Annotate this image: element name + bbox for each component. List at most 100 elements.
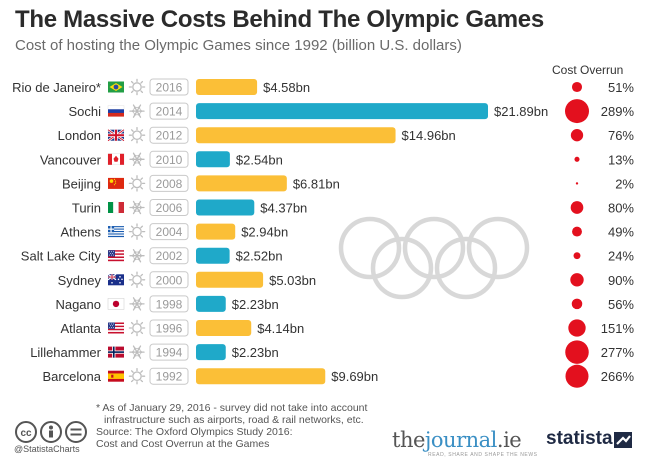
year-label: 1998: [156, 297, 183, 311]
year-label: 2012: [156, 129, 183, 143]
winter-snowflake-icon: [129, 152, 145, 167]
city-label: Vancouver: [40, 152, 102, 167]
brazil-flag: [108, 81, 124, 93]
year-label: 2016: [156, 81, 183, 95]
city-label: Sochi: [68, 104, 101, 119]
winter-snowflake-icon: [129, 297, 145, 311]
chart-row: Turin 2006 $4.37bn 80%: [72, 199, 634, 216]
winter-snowflake-icon: [129, 345, 145, 359]
year-label: 2006: [156, 201, 183, 215]
value-label: $2.54bn: [236, 152, 283, 167]
china-flag: [108, 177, 124, 189]
city-label: Athens: [61, 225, 102, 240]
cost-bar: [196, 127, 396, 144]
overrun-bubble: [570, 273, 584, 287]
japan-flag: [107, 298, 125, 310]
italy-flag: [108, 201, 124, 214]
value-label: $6.81bn: [293, 176, 340, 191]
usa-flag: [108, 322, 124, 334]
journal-ie: .ie: [496, 428, 522, 452]
year-badge: [149, 295, 189, 313]
chart-row: London 2012 $14.96bn 76%: [58, 126, 634, 144]
year-label: 2000: [156, 273, 183, 287]
year-label: 2002: [156, 249, 183, 263]
chart-subtitle: Cost of hosting the Olympic Games since …: [15, 37, 462, 54]
overrun-label: 51%: [608, 80, 634, 95]
city-label: Beijing: [62, 176, 101, 191]
chart-rows: Rio de Janeiro* 2016 $4.58bn 51% Sochi 2014 $2…: [12, 78, 635, 388]
chart-row: Nagano 1998 $2.23bn 56%: [55, 295, 634, 313]
year-badge: [149, 223, 189, 241]
cost-bar: [196, 79, 258, 95]
uk-flag: [107, 128, 125, 142]
overrun-label: 266%: [601, 369, 635, 384]
journal-name: journal: [424, 428, 497, 452]
year-label: 1994: [156, 346, 183, 360]
year-badge: [149, 126, 189, 144]
overrun-bubble: [570, 129, 584, 142]
winter-snowflake-icon: [129, 104, 145, 118]
greece-flag: [108, 226, 124, 238]
cost-bar: [196, 151, 230, 168]
summer-sun-icon: [128, 271, 146, 289]
value-label: $9.69bn: [331, 369, 378, 384]
cost-bar: [196, 199, 255, 216]
olympic-ring-5: [434, 236, 498, 300]
overrun-label: 24%: [608, 249, 634, 264]
summer-sun-icon: [128, 223, 146, 240]
olympic-ring-1: [338, 216, 402, 280]
cost-bar: [196, 344, 226, 361]
value-label: $5.03bn: [269, 273, 316, 288]
city-label: Turin: [72, 201, 101, 216]
overrun-label: 90%: [608, 273, 634, 288]
year-label: 2010: [156, 153, 183, 167]
chart-row: Lillehammer 1994 $2.23bn 277%: [30, 340, 634, 364]
no-derivatives-icon: [65, 421, 87, 443]
overrun-label: 76%: [608, 128, 634, 143]
olympic-ring-4: [370, 236, 434, 300]
statista-mark-icon: [614, 432, 632, 448]
overrun-bubble: [571, 298, 583, 310]
norway-flag: [108, 346, 124, 358]
overrun-bubble: [574, 156, 580, 162]
value-label: $21.89bn: [494, 104, 548, 119]
overrun-bubble: [572, 226, 582, 237]
overrun-label: 49%: [608, 225, 634, 240]
year-badge: [149, 199, 189, 216]
value-label: $2.23bn: [232, 345, 279, 360]
journal-the: the: [392, 428, 425, 452]
city-label: Lillehammer: [30, 345, 101, 360]
overrun-label: 13%: [608, 152, 634, 167]
cost-bar: [196, 175, 287, 192]
year-label: 2014: [156, 105, 183, 119]
overrun-column-header: Cost Overrun: [552, 63, 624, 77]
year-label: 2004: [156, 225, 183, 239]
overrun-bubble: [571, 81, 583, 93]
chart-row: Sochi 2014 $21.89bn 289%: [68, 99, 634, 124]
statista-handle: @StatistaCharts: [14, 444, 80, 454]
city-label: Atlanta: [61, 321, 102, 336]
source-line-2: Cost and Cost Overrun at the Games: [96, 438, 270, 450]
year-badge: [149, 319, 189, 337]
usa-flag: [108, 250, 124, 262]
chart-title: The Massive Costs Behind The Olympic Gam…: [15, 6, 544, 33]
value-label: $4.37bn: [260, 201, 307, 216]
source-line-1: Source: The Oxford Olympics Study 2016:: [96, 426, 293, 438]
cost-bar: [196, 295, 226, 312]
city-label: Salt Lake City: [21, 249, 102, 264]
olympic-ring-3: [466, 216, 530, 280]
spain-flag: [108, 370, 124, 382]
australia-flag: [107, 273, 124, 286]
summer-sun-icon: [128, 78, 146, 96]
svg-text:cc: cc: [20, 428, 32, 439]
cost-bar: [196, 368, 326, 385]
journal-tagline: READ, SHARE AND SHAPE THE NEWS: [428, 452, 538, 458]
winter-snowflake-icon: [129, 248, 145, 263]
city-label: Rio de Janeiro*: [12, 80, 101, 95]
chart-area: Rio de Janeiro* 2016 $4.58bn 51% Sochi 2014 $2…: [12, 78, 635, 388]
thejournal-logo: thejournal.ie: [392, 428, 522, 452]
note-line-2: infrastructure such as airports, road & …: [104, 414, 364, 426]
cost-bar: [196, 271, 264, 288]
overrun-label: 151%: [601, 321, 635, 336]
cc-icon: cc: [15, 421, 37, 443]
